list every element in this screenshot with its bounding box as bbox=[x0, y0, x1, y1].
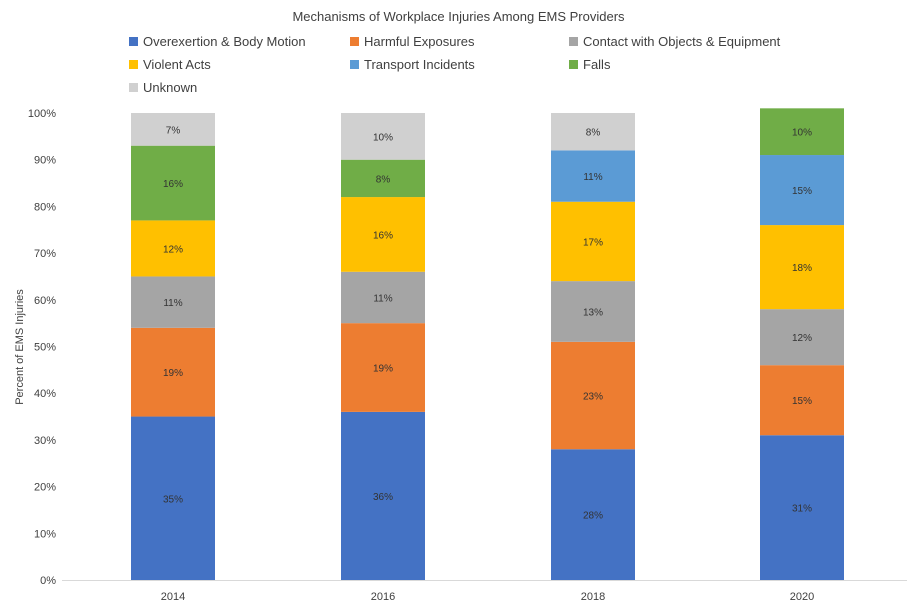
bar-segment bbox=[131, 416, 215, 580]
legend-item: Falls bbox=[569, 57, 610, 72]
bar-segment bbox=[131, 145, 215, 221]
y-tick-label: 40% bbox=[34, 388, 56, 400]
legend-label: Contact with Objects & Equipment bbox=[583, 34, 781, 49]
y-tick-label: 30% bbox=[34, 435, 56, 447]
bar-segment bbox=[760, 225, 844, 310]
legend-item: Contact with Objects & Equipment bbox=[569, 34, 780, 49]
legend-label: Transport Incidents bbox=[364, 57, 475, 72]
legend-item: Harmful Exposures bbox=[350, 34, 475, 49]
bar-segment bbox=[551, 201, 635, 282]
x-tick-label: 2020 bbox=[790, 591, 814, 603]
data-label: 11% bbox=[163, 298, 182, 309]
legend-swatch bbox=[569, 37, 578, 46]
legend-label: Harmful Exposures bbox=[364, 34, 475, 49]
data-label: 15% bbox=[792, 186, 812, 197]
bar-segment bbox=[551, 449, 635, 580]
data-label: 12% bbox=[163, 244, 183, 255]
y-tick-label: 0% bbox=[40, 575, 56, 587]
bar-segment bbox=[341, 411, 425, 580]
bar-segment bbox=[341, 271, 425, 324]
data-label: 7% bbox=[166, 125, 181, 136]
bar-segment bbox=[341, 113, 425, 160]
data-label: 18% bbox=[792, 263, 812, 274]
legend-item: Overexertion & Body Motion bbox=[129, 34, 306, 49]
y-tick-label: 60% bbox=[34, 295, 56, 307]
data-label: 31% bbox=[792, 504, 812, 515]
data-label: 12% bbox=[792, 333, 812, 344]
data-label: 16% bbox=[373, 230, 393, 241]
data-label: 35% bbox=[163, 494, 183, 505]
y-tick-label: 10% bbox=[34, 528, 56, 540]
bar-segment bbox=[551, 113, 635, 151]
data-label: 10% bbox=[373, 132, 393, 143]
bar-segment bbox=[131, 327, 215, 417]
x-tick-label: 2018 bbox=[581, 591, 605, 603]
bar-segment bbox=[341, 323, 425, 412]
legend-swatch bbox=[129, 83, 138, 92]
legend-item: Violent Acts bbox=[129, 57, 211, 72]
data-label: 8% bbox=[586, 128, 601, 139]
data-label: 23% bbox=[583, 392, 603, 403]
data-label: 11% bbox=[583, 172, 602, 183]
legend-swatch bbox=[129, 37, 138, 46]
bar-segment bbox=[551, 150, 635, 202]
data-label: 19% bbox=[163, 368, 183, 379]
legend-label: Overexertion & Body Motion bbox=[143, 34, 306, 49]
data-label: 10% bbox=[792, 128, 812, 139]
legend-item: Unknown bbox=[129, 80, 197, 95]
bar-segment bbox=[131, 113, 215, 146]
data-label: 16% bbox=[163, 179, 183, 190]
bar-segment bbox=[131, 276, 215, 328]
data-label: 19% bbox=[373, 364, 393, 375]
bar-segment bbox=[760, 108, 844, 156]
bar-segment bbox=[760, 365, 844, 436]
bar-segment bbox=[551, 281, 635, 342]
data-label: 17% bbox=[583, 237, 603, 248]
bar-segment bbox=[341, 197, 425, 272]
data-label: 36% bbox=[373, 492, 393, 503]
bar-segment bbox=[760, 435, 844, 580]
bar-segment bbox=[341, 159, 425, 198]
legend-swatch bbox=[350, 60, 359, 69]
y-tick-label: 80% bbox=[34, 201, 56, 213]
data-label: 15% bbox=[792, 396, 812, 407]
data-label: 13% bbox=[583, 307, 603, 318]
y-tick-label: 50% bbox=[34, 342, 56, 354]
bar-segment bbox=[551, 341, 635, 450]
legend-swatch bbox=[569, 60, 578, 69]
legend-item: Transport Incidents bbox=[350, 57, 475, 72]
y-tick-label: 20% bbox=[34, 482, 56, 494]
y-tick-label: 70% bbox=[34, 248, 56, 260]
legend-label: Falls bbox=[583, 57, 611, 72]
data-label: 11% bbox=[373, 293, 392, 304]
legend-label: Unknown bbox=[143, 80, 198, 95]
legend-swatch bbox=[129, 60, 138, 69]
y-tick-label: 90% bbox=[34, 155, 56, 167]
x-tick-label: 2014 bbox=[161, 591, 185, 603]
data-label: 8% bbox=[376, 174, 391, 185]
bar-segment bbox=[131, 220, 215, 277]
bar-segment bbox=[760, 155, 844, 226]
legend-swatch bbox=[350, 37, 359, 46]
data-label: 28% bbox=[583, 511, 603, 522]
bar-segment bbox=[760, 309, 844, 366]
y-tick-label: 100% bbox=[28, 108, 56, 120]
chart-title: Mechanisms of Workplace Injuries Among E… bbox=[292, 9, 625, 24]
x-tick-label: 2016 bbox=[371, 591, 395, 603]
legend-label: Violent Acts bbox=[143, 57, 211, 72]
